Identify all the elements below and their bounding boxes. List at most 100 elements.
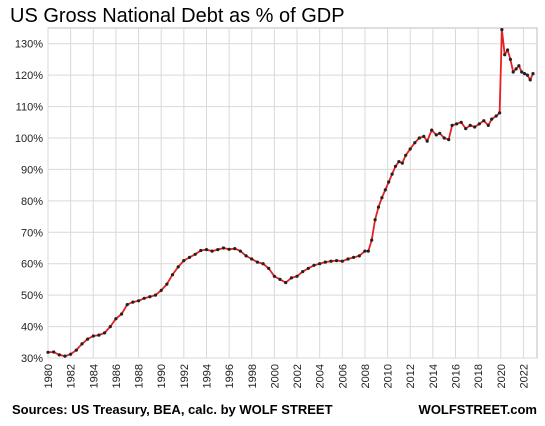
chart-title: US Gross National Debt as % of GDP [10, 5, 345, 27]
data-point [508, 57, 512, 62]
data-point [272, 274, 276, 278]
data-point [255, 260, 259, 264]
data-point [340, 259, 344, 263]
x-tick-label: 1990 [156, 364, 168, 388]
data-point [438, 131, 442, 135]
x-tick-label: 2012 [405, 364, 417, 388]
y-tick-label: 90% [21, 164, 43, 176]
data-point [46, 350, 50, 354]
data-point [74, 348, 78, 352]
data-point [450, 123, 454, 127]
x-tick-label: 1984 [88, 364, 100, 388]
x-tick-label: 2018 [473, 364, 485, 388]
data-point [318, 262, 322, 266]
data-point [503, 53, 507, 57]
data-point [383, 188, 387, 192]
data-point [63, 354, 67, 358]
data-point [193, 252, 197, 256]
y-tick-label: 30% [21, 353, 43, 365]
data-point [284, 281, 288, 285]
data-point [103, 331, 107, 335]
data-point [514, 67, 518, 71]
x-tick-label: 1982 [66, 364, 78, 388]
data-point [227, 247, 231, 251]
data-point [500, 28, 504, 32]
data-point [69, 352, 73, 356]
data-point [244, 254, 248, 258]
data-point [459, 120, 463, 124]
data-point [525, 73, 530, 77]
data-point [312, 263, 316, 267]
data-point [393, 164, 398, 168]
data-point [494, 114, 498, 118]
x-tick-label: 2000 [269, 364, 281, 388]
data-point [498, 111, 502, 115]
series-line [47, 28, 534, 358]
plot-area [46, 28, 535, 358]
data-point [57, 353, 61, 357]
data-point [468, 123, 472, 127]
data-point [148, 295, 152, 299]
grid-lines [47, 27, 538, 359]
data-point [522, 72, 527, 76]
data-point [346, 257, 350, 261]
data-point [142, 296, 146, 300]
x-tick-label: 1998 [247, 364, 259, 388]
data-point [80, 342, 84, 346]
x-tick-label: 2006 [337, 364, 349, 388]
x-tick-label: 1992 [179, 364, 191, 388]
data-point [131, 300, 135, 304]
data-point [329, 259, 333, 263]
data-point [108, 325, 112, 329]
data-point [278, 277, 282, 281]
data-point [357, 254, 361, 258]
data-point [400, 161, 404, 165]
data-point [531, 72, 535, 76]
data-point [221, 246, 226, 250]
data-point [447, 138, 451, 142]
data-point [306, 266, 310, 270]
data-point [390, 172, 394, 176]
data-point [370, 238, 374, 242]
data-point [413, 141, 417, 145]
y-tick-label: 80% [21, 196, 43, 208]
x-tick-label: 2010 [383, 364, 395, 388]
x-tick-label: 2020 [496, 364, 508, 388]
data-point [176, 265, 180, 269]
y-tick-label: 40% [21, 322, 43, 334]
plot-frame [47, 27, 538, 359]
x-tick-label: 1994 [201, 364, 213, 388]
data-point [455, 122, 459, 126]
y-tick-label: 70% [21, 227, 43, 239]
data-point [434, 133, 438, 137]
data-point [216, 248, 220, 252]
data-point [114, 317, 118, 321]
data-point [430, 128, 434, 132]
x-tick-label: 1980 [43, 364, 55, 388]
y-axis: 30% 40% 50% 60% 70% 80% 90% 100% 110% 120% 130% [15, 39, 43, 365]
data-point [511, 70, 515, 74]
data-point [380, 196, 384, 200]
data-point [182, 259, 186, 263]
data-point [366, 249, 370, 253]
data-point [86, 337, 90, 341]
data-point [490, 117, 494, 121]
data-point [91, 334, 95, 338]
data-point [120, 312, 124, 316]
data-point [464, 127, 468, 131]
data-point [233, 247, 237, 251]
data-point [422, 134, 426, 138]
data-point [376, 205, 381, 209]
y-tick-label: 110% [16, 102, 44, 114]
x-tick-label: 2004 [315, 364, 327, 388]
data-point [52, 350, 56, 354]
x-tick-label: 1988 [134, 364, 146, 388]
data-point [373, 218, 377, 222]
data-point [238, 249, 242, 253]
x-tick-label: 1986 [111, 364, 123, 388]
data-point [199, 248, 203, 253]
data-point [301, 270, 305, 274]
data-point [159, 288, 163, 292]
data-point [261, 262, 265, 266]
data-point [397, 160, 401, 164]
